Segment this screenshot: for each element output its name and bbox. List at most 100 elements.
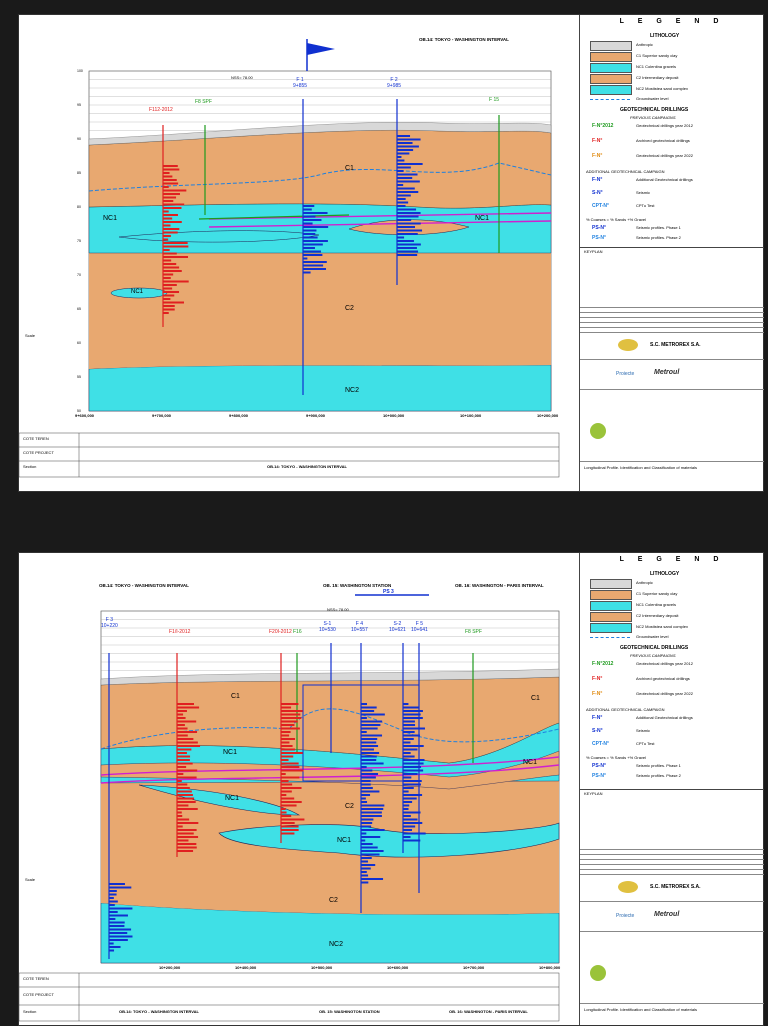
lithology-label: NC2 Mostistea sand complex xyxy=(636,624,689,629)
previous-title: PREVIOUS CAMPAIGNS xyxy=(630,115,676,120)
tb-line xyxy=(580,389,764,390)
drilling-label: Seismic xyxy=(636,728,651,733)
drill-name: F20I-2012 xyxy=(269,629,292,635)
drilling-label: CPTu Test xyxy=(636,741,655,746)
seismic-label: Seismic profiles. Phase 1 xyxy=(636,225,681,230)
drilling-label: Additional Geotechnical drillings xyxy=(636,177,693,182)
drilling-label: Geotechnical drillings year 2012 xyxy=(636,661,693,666)
elevation-tick: 70 xyxy=(77,273,81,277)
lithology-title: LITHOLOGY xyxy=(650,33,680,39)
label-nc1-a: NC1 xyxy=(103,215,118,222)
tb-line xyxy=(580,317,764,318)
lithology-swatch xyxy=(590,41,632,51)
station-label: 10+600,000 xyxy=(387,965,409,970)
sheet2-nss: NSS= 78.00 xyxy=(327,607,349,612)
drilling-label: Geotechnical drillings year 2022 xyxy=(636,153,693,158)
m6-logo-icon xyxy=(590,965,606,981)
groundwater-swatch xyxy=(590,99,630,100)
sheet1-scale: Scale xyxy=(25,333,36,338)
drilling-symbol: S-N° xyxy=(592,190,603,196)
lithology-swatch xyxy=(590,52,632,62)
sheet1-cote-teren: COTE TEREN xyxy=(23,436,49,441)
drawing-sheet-1: OB.14: TOKYO - WASHINGTON INTERVAL NSS= … xyxy=(18,14,764,492)
m6-logo-icon xyxy=(590,423,606,439)
tb-line xyxy=(580,849,764,850)
station-label: 9+800,000 xyxy=(229,413,249,418)
station-label: 10+200,000 xyxy=(159,965,181,970)
elevation-tick: 60 xyxy=(77,341,81,345)
elevation-tick: 50 xyxy=(77,409,81,413)
partner-metroul: Metroul xyxy=(654,369,680,376)
drilling-label: Additional Geotechnical drillings xyxy=(636,715,693,720)
tb-line xyxy=(580,864,764,865)
drilling-label: Archived geotechnical drillings xyxy=(636,138,690,143)
lithology-label: NC1 Colentina gravels xyxy=(636,64,677,69)
station-label: 10+200,000 xyxy=(537,413,559,418)
profile-svg-1 xyxy=(19,39,560,478)
seismic-label: Seismic profiles. Phase 2 xyxy=(636,773,681,778)
drill-name-f8: F8 SPF xyxy=(195,99,212,105)
elevation-tick: 95 xyxy=(77,103,81,107)
lithology-label: NC1 Colentina gravels xyxy=(636,602,677,607)
drilling-symbol: F-N° xyxy=(592,691,603,697)
title-block-1: KEYPLAN S.C. METROREX S.A. Proiecte Metroul… xyxy=(579,247,764,491)
lithology-label: NC2 Mostistea sand complex xyxy=(636,86,689,91)
elevation-tick: 55 xyxy=(77,375,81,379)
drill-name-f15: F 15 xyxy=(489,97,500,103)
layer-anthropic xyxy=(88,122,552,146)
lithology-swatch xyxy=(590,623,632,633)
s2-label-c2b: C2 xyxy=(329,897,338,904)
client-name: S.C. METROREX S.A. xyxy=(650,884,701,890)
borehole-f112 xyxy=(162,125,189,327)
legend-panel-1: L E G E N D LITHOLOGY Anthropic C1 Superior… xyxy=(579,15,764,248)
partner-proiecte: Proiecte xyxy=(616,371,635,377)
drilling-symbol: F-N° xyxy=(592,676,603,682)
lithology-label: C1 Superior sandy clay xyxy=(636,591,678,596)
tb-line xyxy=(580,1003,764,1004)
tb-line xyxy=(580,359,764,360)
title-block-2: KEYPLAN S.C. METROREX S.A. Proiecte Metroul… xyxy=(579,789,764,1025)
drill-name: S-2 10+621 xyxy=(389,621,406,633)
drilling-symbol: CPT-N° xyxy=(592,741,609,747)
drill-name: F 3 10+220 xyxy=(101,617,118,629)
tb-line xyxy=(580,931,764,932)
sheet2-scale: Scale xyxy=(25,877,36,882)
elevation-tick: 80 xyxy=(77,205,81,209)
percent-note: % Coarses = % Sands +% Gravel xyxy=(586,217,647,222)
s2-label-c1a: C1 xyxy=(231,693,240,700)
drilling-symbol: F-N° xyxy=(592,153,603,159)
groundwater-label: Groundwater level xyxy=(636,96,669,101)
lithology-label: C2 Intermediary deposit xyxy=(636,613,679,618)
client-name: S.C. METROREX S.A. xyxy=(650,342,701,348)
tb-line xyxy=(580,332,764,333)
client-logo-icon xyxy=(618,339,638,351)
station-label: 10+000,000 xyxy=(383,413,405,418)
drill-name-f1: F 1 9+855 xyxy=(293,77,308,89)
layer-nc2 xyxy=(88,364,552,412)
label-c2: C2 xyxy=(345,305,354,312)
sheet2-cote-teren: COTE TEREN xyxy=(23,976,49,981)
tb-line xyxy=(580,327,764,328)
tb-line xyxy=(580,312,764,313)
drilling-symbol: F-N° xyxy=(592,177,603,183)
tb-line xyxy=(580,307,764,308)
elevation-tick: 100 xyxy=(77,69,83,73)
label-nc1-b: NC1 xyxy=(475,215,490,222)
label-nc2: NC2 xyxy=(345,387,360,394)
keyplan-label: KEYPLAN xyxy=(584,249,603,254)
groundwater-swatch xyxy=(590,637,630,638)
partner-proiecte: Proiecte xyxy=(616,913,635,919)
lithology-label: C1 Superior sandy clay xyxy=(636,53,678,58)
sheet1-section-label: Section xyxy=(23,464,37,469)
tb-line xyxy=(580,322,764,323)
elevation-tick: 75 xyxy=(77,239,81,243)
drill-name: F8 SPF xyxy=(465,629,482,635)
s2-label-nc2: NC2 xyxy=(329,941,344,948)
station-label: 10+500,000 xyxy=(311,965,333,970)
station-label: 10+100,000 xyxy=(460,413,482,418)
sheet1-title: OB.14: TOKYO - WASHINGTON INTERVAL xyxy=(419,37,509,42)
elevation-tick: 85 xyxy=(77,171,81,175)
partner-metroul: Metroul xyxy=(654,911,680,918)
station-label: 10+700,000 xyxy=(463,965,485,970)
additional-title: ADDITIONAL GEOTECHNICAL CAMPAIGN xyxy=(586,707,665,712)
